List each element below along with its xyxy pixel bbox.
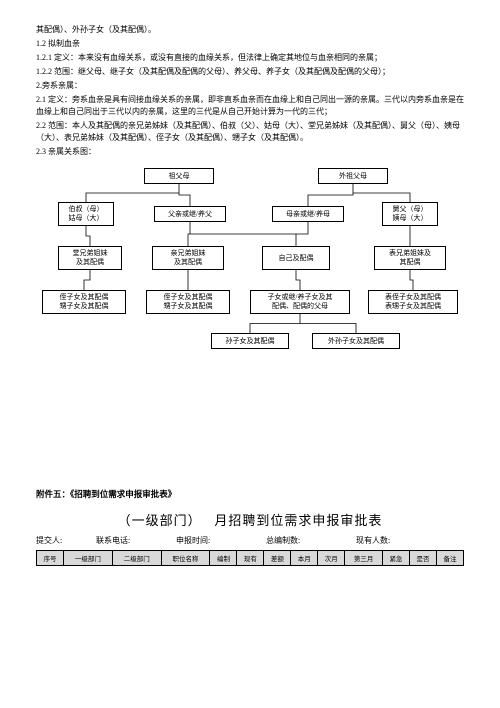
line: 2.旁系亲属： [36,80,464,92]
table-header-cell: 备注 [436,551,463,566]
diagram-node: 侄子女及其配偶 甥子女及其配偶 [146,290,230,314]
diagram-node: 孙子女及其配偶 [211,333,289,349]
kinship-diagram: 祖父母 外祖父母伯叔（母） 姑母（大） 父亲或继/养父 母亲或继/养母 舅父（母） 姨母… [36,168,464,388]
line: 其配偶）、外孙子女（及其配偶）。 [36,24,464,36]
table-header-row: 序号一级部门二级部门职位名称编制现有差额本月次月第三月紧急是否备注 [37,551,464,566]
info-label: 提交人: [36,535,96,546]
diagram-node: 外孙子女及其配偶 [312,333,400,349]
table-header-cell: 差额 [264,551,291,566]
table-header-cell: 第三月 [345,551,383,566]
table-header-cell: 本月 [291,551,318,566]
diagram-node: 侄子女及其配偶 甥子女及其配偶 [42,290,126,314]
line: 2.3 亲属关系图： [36,146,464,158]
table-header-cell: 是否 [409,551,436,566]
form-title: （一级部门） 月招聘到位需求申报审批表 [36,510,464,529]
table-header-cell: 职位名称 [161,551,210,566]
table-header-cell: 序号 [37,551,64,566]
info-label: 联系电话: [96,535,176,546]
diagram-node: 堂兄弟姐妹 及其配偶 [58,246,122,270]
table-header-cell: 次月 [318,551,345,566]
form-title-suffix: 月招聘到位需求申报审批表 [214,513,382,528]
diagram-node: 表兄弟姐妹及 其配偶 [374,246,446,270]
diagram-node: 亲兄弟姐妹 及其配偶 [152,246,224,270]
line: 1.2.1 定义：本来没有血缘关系，或没有直接的血缘关系，但法律上确定其地位与血… [36,52,464,64]
diagram-node: 祖父母 [144,168,214,184]
diagram-node: 母亲或继/养母 [272,206,344,222]
attachment-title: 附件五：《招聘到位需求申报审批表》 [36,488,464,500]
form-info-row: 提交人:联系电话:申报时间:总编制数:现有人数: [36,535,464,546]
diagram-node: 父亲或继/养父 [154,206,226,222]
diagram-node: 自己及配偶 [262,246,330,270]
diagram-node: 伯叔（母） 姑母（大） [58,202,114,226]
info-label: 申报时间: [176,535,266,546]
diagram-node: 舅父（母） 姨母（大） [382,202,438,226]
diagram-node: 外祖父母 [318,168,388,184]
table-header-cell: 二级部门 [112,551,161,566]
line: 2.2 范围：本人及其配偶的亲兄弟姊妹（及其配偶）、伯叔（父）、姑母（大）、堂兄… [36,120,464,144]
form-title-prefix: （一级部门） [118,513,202,528]
body-text: 其配偶）、外孙子女（及其配偶）。 1.2 拟制血亲 1.2.1 定义：本来没有血… [36,24,464,158]
info-label: 总编制数: [266,535,356,546]
table-header-cell: 现有 [237,551,264,566]
table-header-cell: 编制 [210,551,237,566]
diagram-node: 表侄子女及其配偶 表甥子女及其配偶 [368,290,458,314]
line: 1.2 拟制血亲 [36,38,464,50]
table-header-cell: 一级部门 [63,551,112,566]
table-header-cell: 紧急 [383,551,410,566]
info-label: 现有人数: [356,535,436,546]
line: 2.1 定义：旁系血亲是具有间接血缘关系的亲属，即非直系血亲而在血缘上和自己同出… [36,94,464,118]
diagram-edges [36,168,464,388]
diagram-node: 子女或继/养子女及其 配偶、配偶的父母 [250,290,350,314]
line: 1.2.2 范围：继父母、继子女（及其配偶及配偶的父母）、养父母、养子女（及其配… [36,66,464,78]
approval-table: 序号一级部门二级部门职位名称编制现有差额本月次月第三月紧急是否备注 [36,550,464,566]
